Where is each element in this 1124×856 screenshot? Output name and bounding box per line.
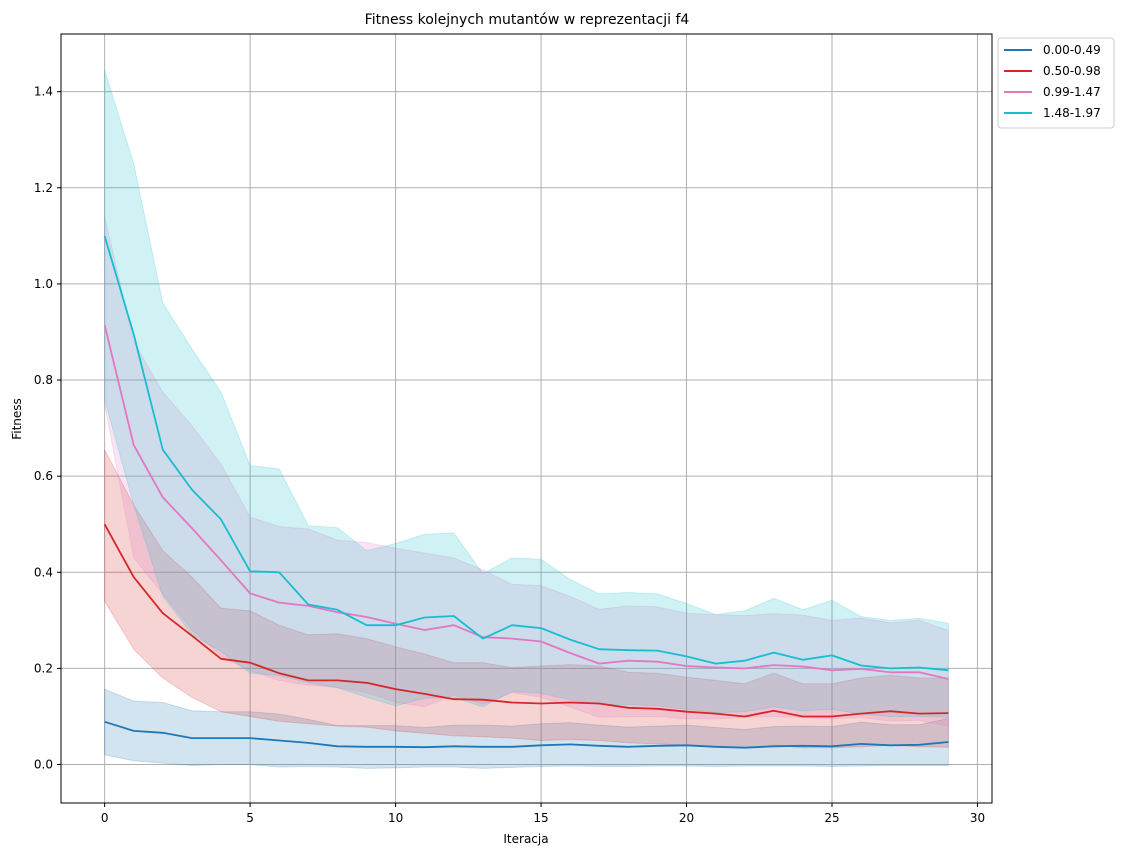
y-tick-label: 1.0 <box>34 277 53 291</box>
grid-layer <box>61 34 992 803</box>
tick-layer: 0 5 10 15 20 25 30 0.0 0.2 0.4 0.6 0.8 1.0 1.2 1.4 <box>34 85 985 825</box>
y-tick-label: 0.4 <box>34 565 53 579</box>
legend-label: 1.48-1.97 <box>1043 106 1101 120</box>
legend-label: 0.50-0.98 <box>1043 64 1101 78</box>
chart-title: Fitness kolejnych mutantów w reprezentac… <box>365 12 690 28</box>
y-tick-label: 1.4 <box>34 85 53 99</box>
x-tick-label: 0 <box>101 811 109 825</box>
x-tick-label: 20 <box>679 811 694 825</box>
band-1.48-1.97 <box>104 69 949 718</box>
legend-label: 0.99-1.47 <box>1043 85 1101 99</box>
legend: 0.00-0.49 0.50-0.98 0.99-1.47 1.48-1.97 <box>997 37 1115 129</box>
x-tick-label: 15 <box>533 811 548 825</box>
band-layer <box>104 69 949 769</box>
band-0.99-1.47 <box>104 216 949 727</box>
line-layer <box>103 235 949 749</box>
series-line-0.50-0.98 <box>103 523 949 718</box>
y-tick-label: 0.2 <box>34 661 53 675</box>
x-tick-label: 5 <box>246 811 254 825</box>
band-0.50-0.98 <box>104 449 949 749</box>
plot-frame <box>60 33 993 804</box>
legend-label: 0.00-0.49 <box>1043 43 1101 57</box>
x-axis-label: Iteracja <box>503 832 548 846</box>
legend-box <box>997 37 1115 129</box>
y-tick-label: 1.2 <box>34 181 53 195</box>
y-tick-label: 0.8 <box>34 373 53 387</box>
y-tick-label: 0.0 <box>34 758 53 772</box>
band-0.00-0.49 <box>104 688 949 769</box>
series-line-1.48-1.97 <box>103 235 949 672</box>
y-tick-label: 0.6 <box>34 469 53 483</box>
x-tick-label: 25 <box>824 811 839 825</box>
series-line-0.00-0.49 <box>104 720 949 749</box>
x-tick-label: 10 <box>388 811 403 825</box>
x-tick-label: 30 <box>970 811 985 825</box>
y-axis-label: Fitness <box>10 398 24 440</box>
series-line-0.99-1.47 <box>103 324 949 680</box>
